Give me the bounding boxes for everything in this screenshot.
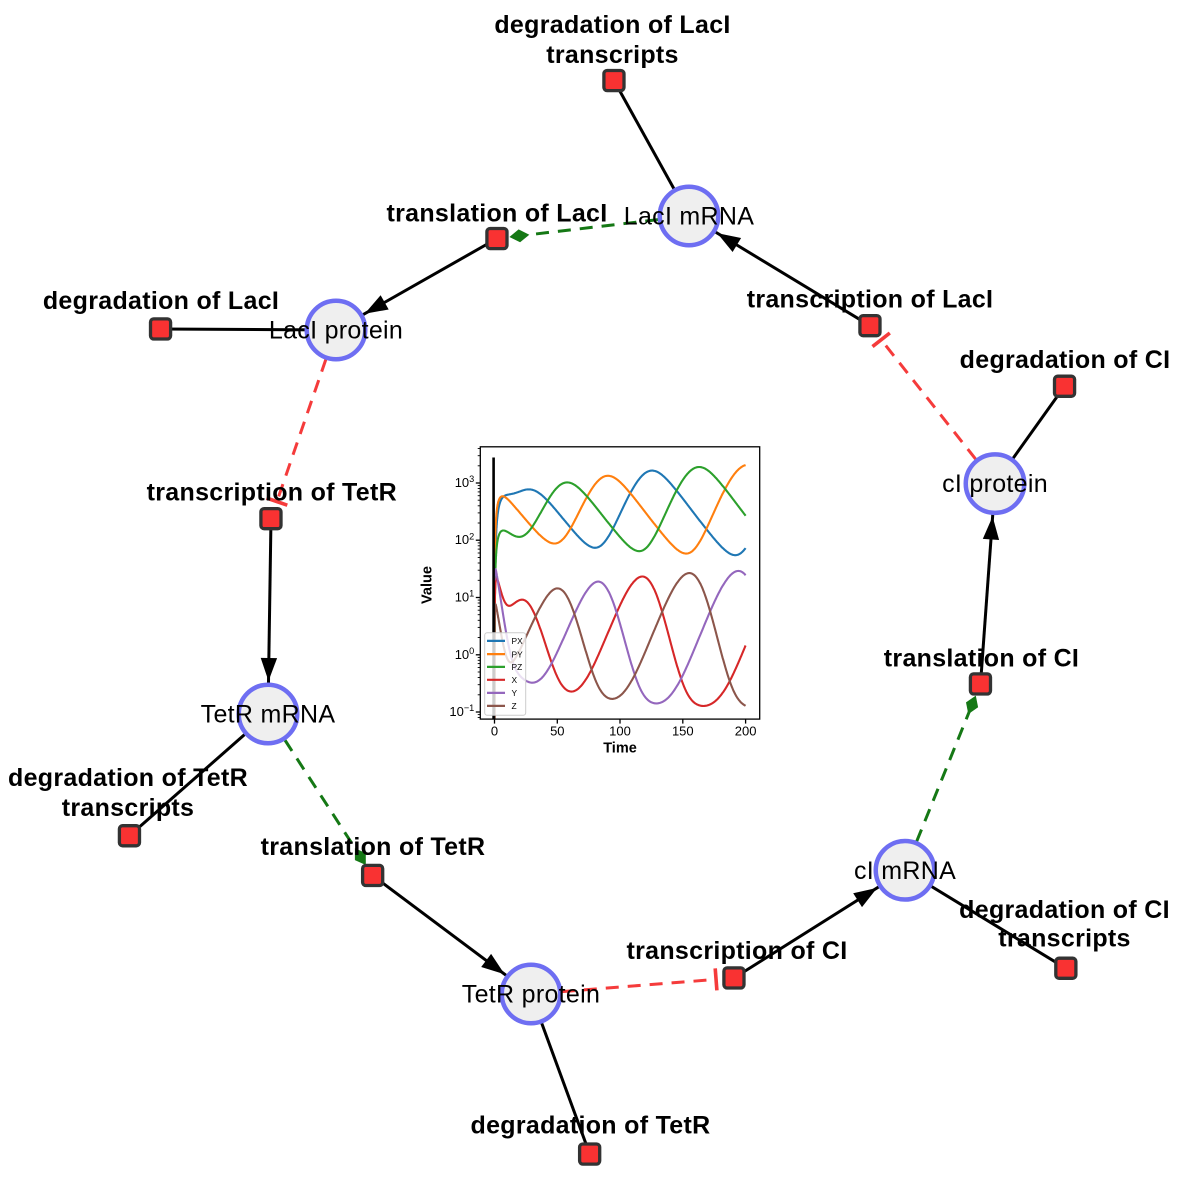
svg-text:transcription of LacI: transcription of LacI: [747, 286, 994, 314]
svg-text:0: 0: [491, 724, 498, 739]
svg-text:TetR protein: TetR protein: [462, 981, 600, 1009]
svg-text:translation of CI: translation of CI: [884, 645, 1079, 673]
svg-text:TetR mRNA: TetR mRNA: [201, 701, 336, 729]
svg-text:transcription of TetR: transcription of TetR: [147, 479, 397, 507]
svg-text:PY: PY: [512, 649, 524, 659]
svg-text:transcripts: transcripts: [62, 794, 195, 822]
svg-text:degradation of TetR: degradation of TetR: [471, 1111, 711, 1139]
svg-text:transcripts: transcripts: [546, 41, 679, 69]
svg-text:Z: Z: [512, 701, 517, 711]
svg-text:PX: PX: [512, 636, 524, 646]
svg-text:LacI protein: LacI protein: [269, 317, 403, 345]
svg-text:Time: Time: [603, 741, 637, 757]
svg-text:degradation of LacI: degradation of LacI: [43, 287, 279, 315]
svg-text:Value: Value: [420, 566, 436, 604]
svg-text:cI protein: cI protein: [942, 470, 1048, 498]
svg-text:200: 200: [735, 724, 757, 739]
svg-text:X: X: [512, 675, 518, 685]
svg-text:degradation of CI: degradation of CI: [960, 346, 1171, 374]
svg-text:transcription of CI: transcription of CI: [627, 937, 848, 965]
svg-text:PZ: PZ: [512, 662, 523, 672]
svg-text:Y: Y: [512, 688, 518, 698]
svg-text:degradation of LacI: degradation of LacI: [494, 11, 730, 39]
svg-text:translation of LacI: translation of LacI: [386, 200, 607, 228]
svg-text:150: 150: [672, 724, 694, 739]
svg-text:LacI mRNA: LacI mRNA: [624, 203, 755, 231]
svg-text:transcripts: transcripts: [998, 925, 1131, 953]
svg-text:50: 50: [550, 724, 564, 739]
svg-text:degradation of CI: degradation of CI: [959, 896, 1170, 924]
svg-text:degradation of TetR: degradation of TetR: [8, 764, 248, 792]
svg-text:100: 100: [609, 724, 631, 739]
svg-text:translation of TetR: translation of TetR: [261, 833, 486, 861]
svg-text:cI mRNA: cI mRNA: [854, 857, 956, 885]
